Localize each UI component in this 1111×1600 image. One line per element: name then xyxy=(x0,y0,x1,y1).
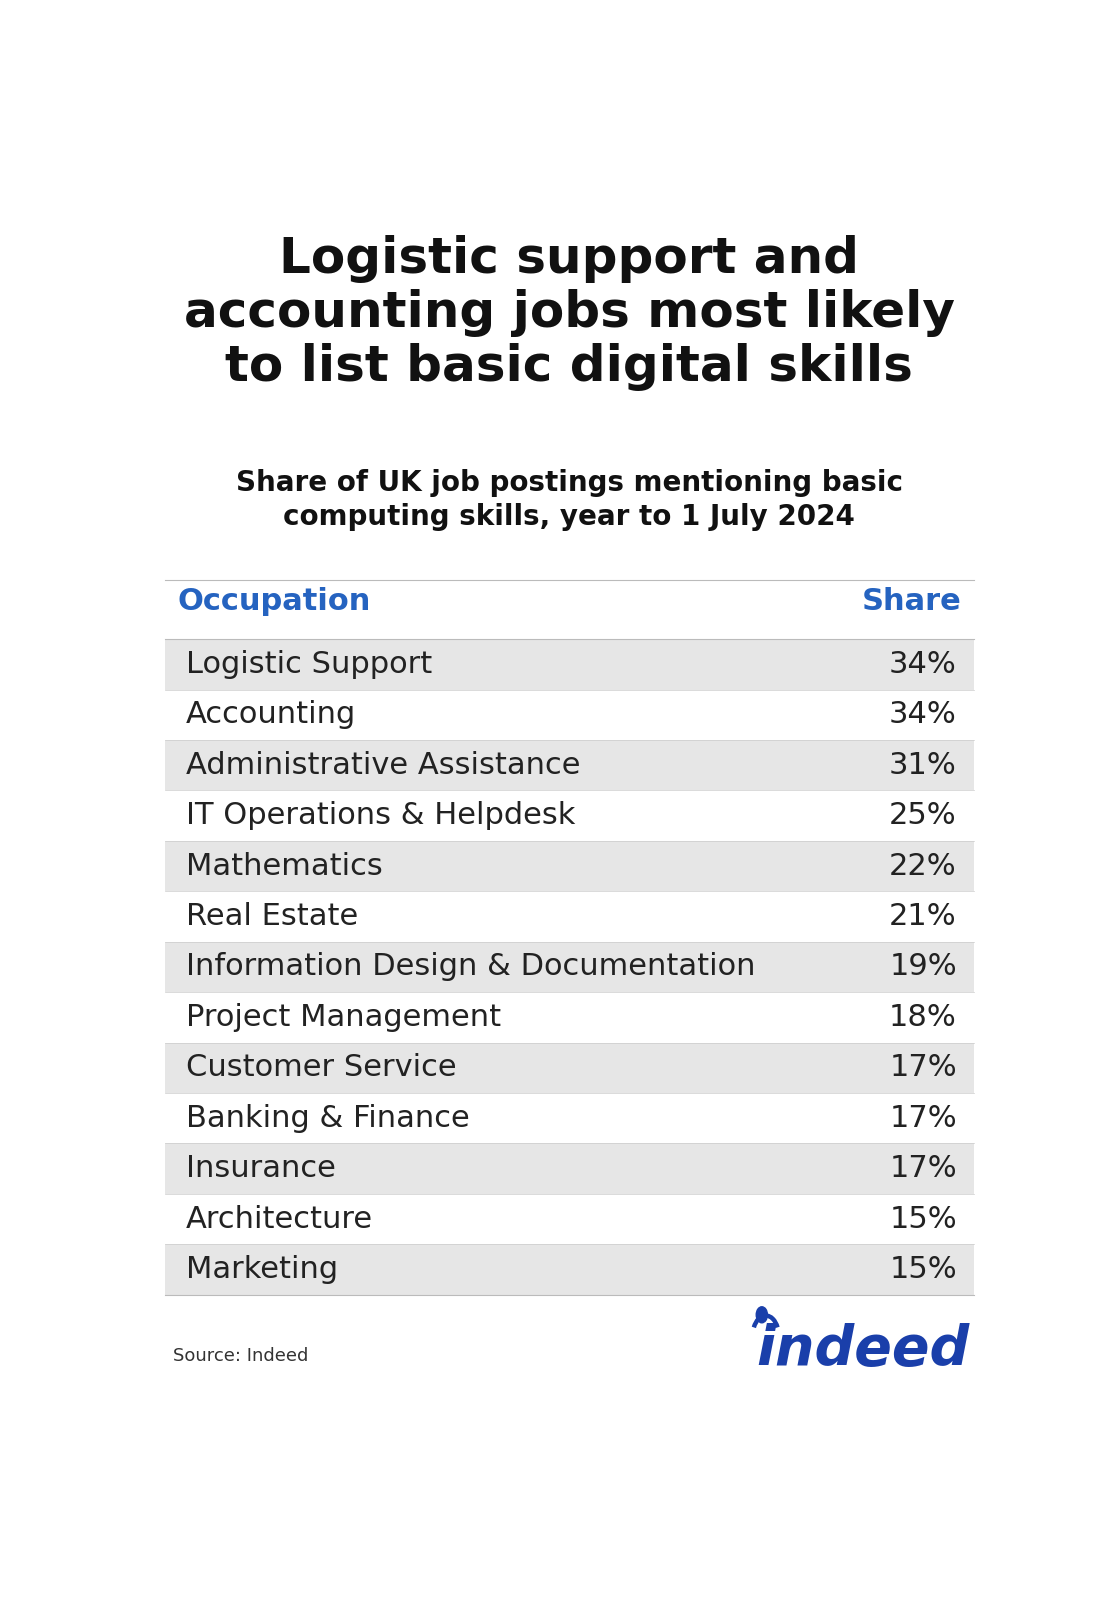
Circle shape xyxy=(757,1307,768,1323)
Text: Information Design & Documentation: Information Design & Documentation xyxy=(187,952,755,981)
Text: Share: Share xyxy=(861,587,961,616)
Text: Real Estate: Real Estate xyxy=(187,902,359,931)
Text: 31%: 31% xyxy=(889,750,957,779)
Text: Insurance: Insurance xyxy=(187,1154,337,1182)
Bar xyxy=(164,1093,974,1144)
Text: Marketing: Marketing xyxy=(187,1254,339,1283)
Text: Mathematics: Mathematics xyxy=(187,851,383,880)
Text: Project Management: Project Management xyxy=(187,1003,501,1032)
Text: 34%: 34% xyxy=(889,650,957,678)
Bar xyxy=(164,992,974,1043)
Text: 22%: 22% xyxy=(889,851,957,880)
Bar xyxy=(164,1144,974,1194)
Text: 19%: 19% xyxy=(889,952,957,981)
Text: 15%: 15% xyxy=(889,1254,957,1283)
Text: IT Operations & Helpdesk: IT Operations & Helpdesk xyxy=(187,802,575,830)
Text: 18%: 18% xyxy=(889,1003,957,1032)
Text: 25%: 25% xyxy=(889,802,957,830)
Text: 17%: 17% xyxy=(889,1053,957,1082)
Text: Administrative Assistance: Administrative Assistance xyxy=(187,750,581,779)
Text: 21%: 21% xyxy=(889,902,957,931)
Bar xyxy=(164,741,974,790)
Text: Logistic support and
accounting jobs most likely
to list basic digital skills: Logistic support and accounting jobs mos… xyxy=(184,235,954,390)
Text: Architecture: Architecture xyxy=(187,1205,373,1234)
Text: 15%: 15% xyxy=(889,1205,957,1234)
Text: 17%: 17% xyxy=(889,1154,957,1182)
Bar xyxy=(164,690,974,741)
Bar xyxy=(164,1245,974,1294)
Bar xyxy=(164,942,974,992)
Text: Occupation: Occupation xyxy=(178,587,371,616)
Text: Banking & Finance: Banking & Finance xyxy=(187,1104,470,1133)
Bar xyxy=(164,1194,974,1245)
Bar xyxy=(164,640,974,690)
Text: Logistic Support: Logistic Support xyxy=(187,650,432,678)
Text: indeed: indeed xyxy=(757,1323,970,1378)
Text: Source: Indeed: Source: Indeed xyxy=(173,1347,309,1365)
Text: Accounting: Accounting xyxy=(187,701,357,730)
Text: Share of UK job postings mentioning basic
computing skills, year to 1 July 2024: Share of UK job postings mentioning basi… xyxy=(236,469,903,531)
Bar xyxy=(164,842,974,891)
Text: 34%: 34% xyxy=(889,701,957,730)
Bar xyxy=(164,790,974,842)
Text: 17%: 17% xyxy=(889,1104,957,1133)
Bar xyxy=(164,1043,974,1093)
Text: Customer Service: Customer Service xyxy=(187,1053,457,1082)
Bar xyxy=(164,891,974,942)
